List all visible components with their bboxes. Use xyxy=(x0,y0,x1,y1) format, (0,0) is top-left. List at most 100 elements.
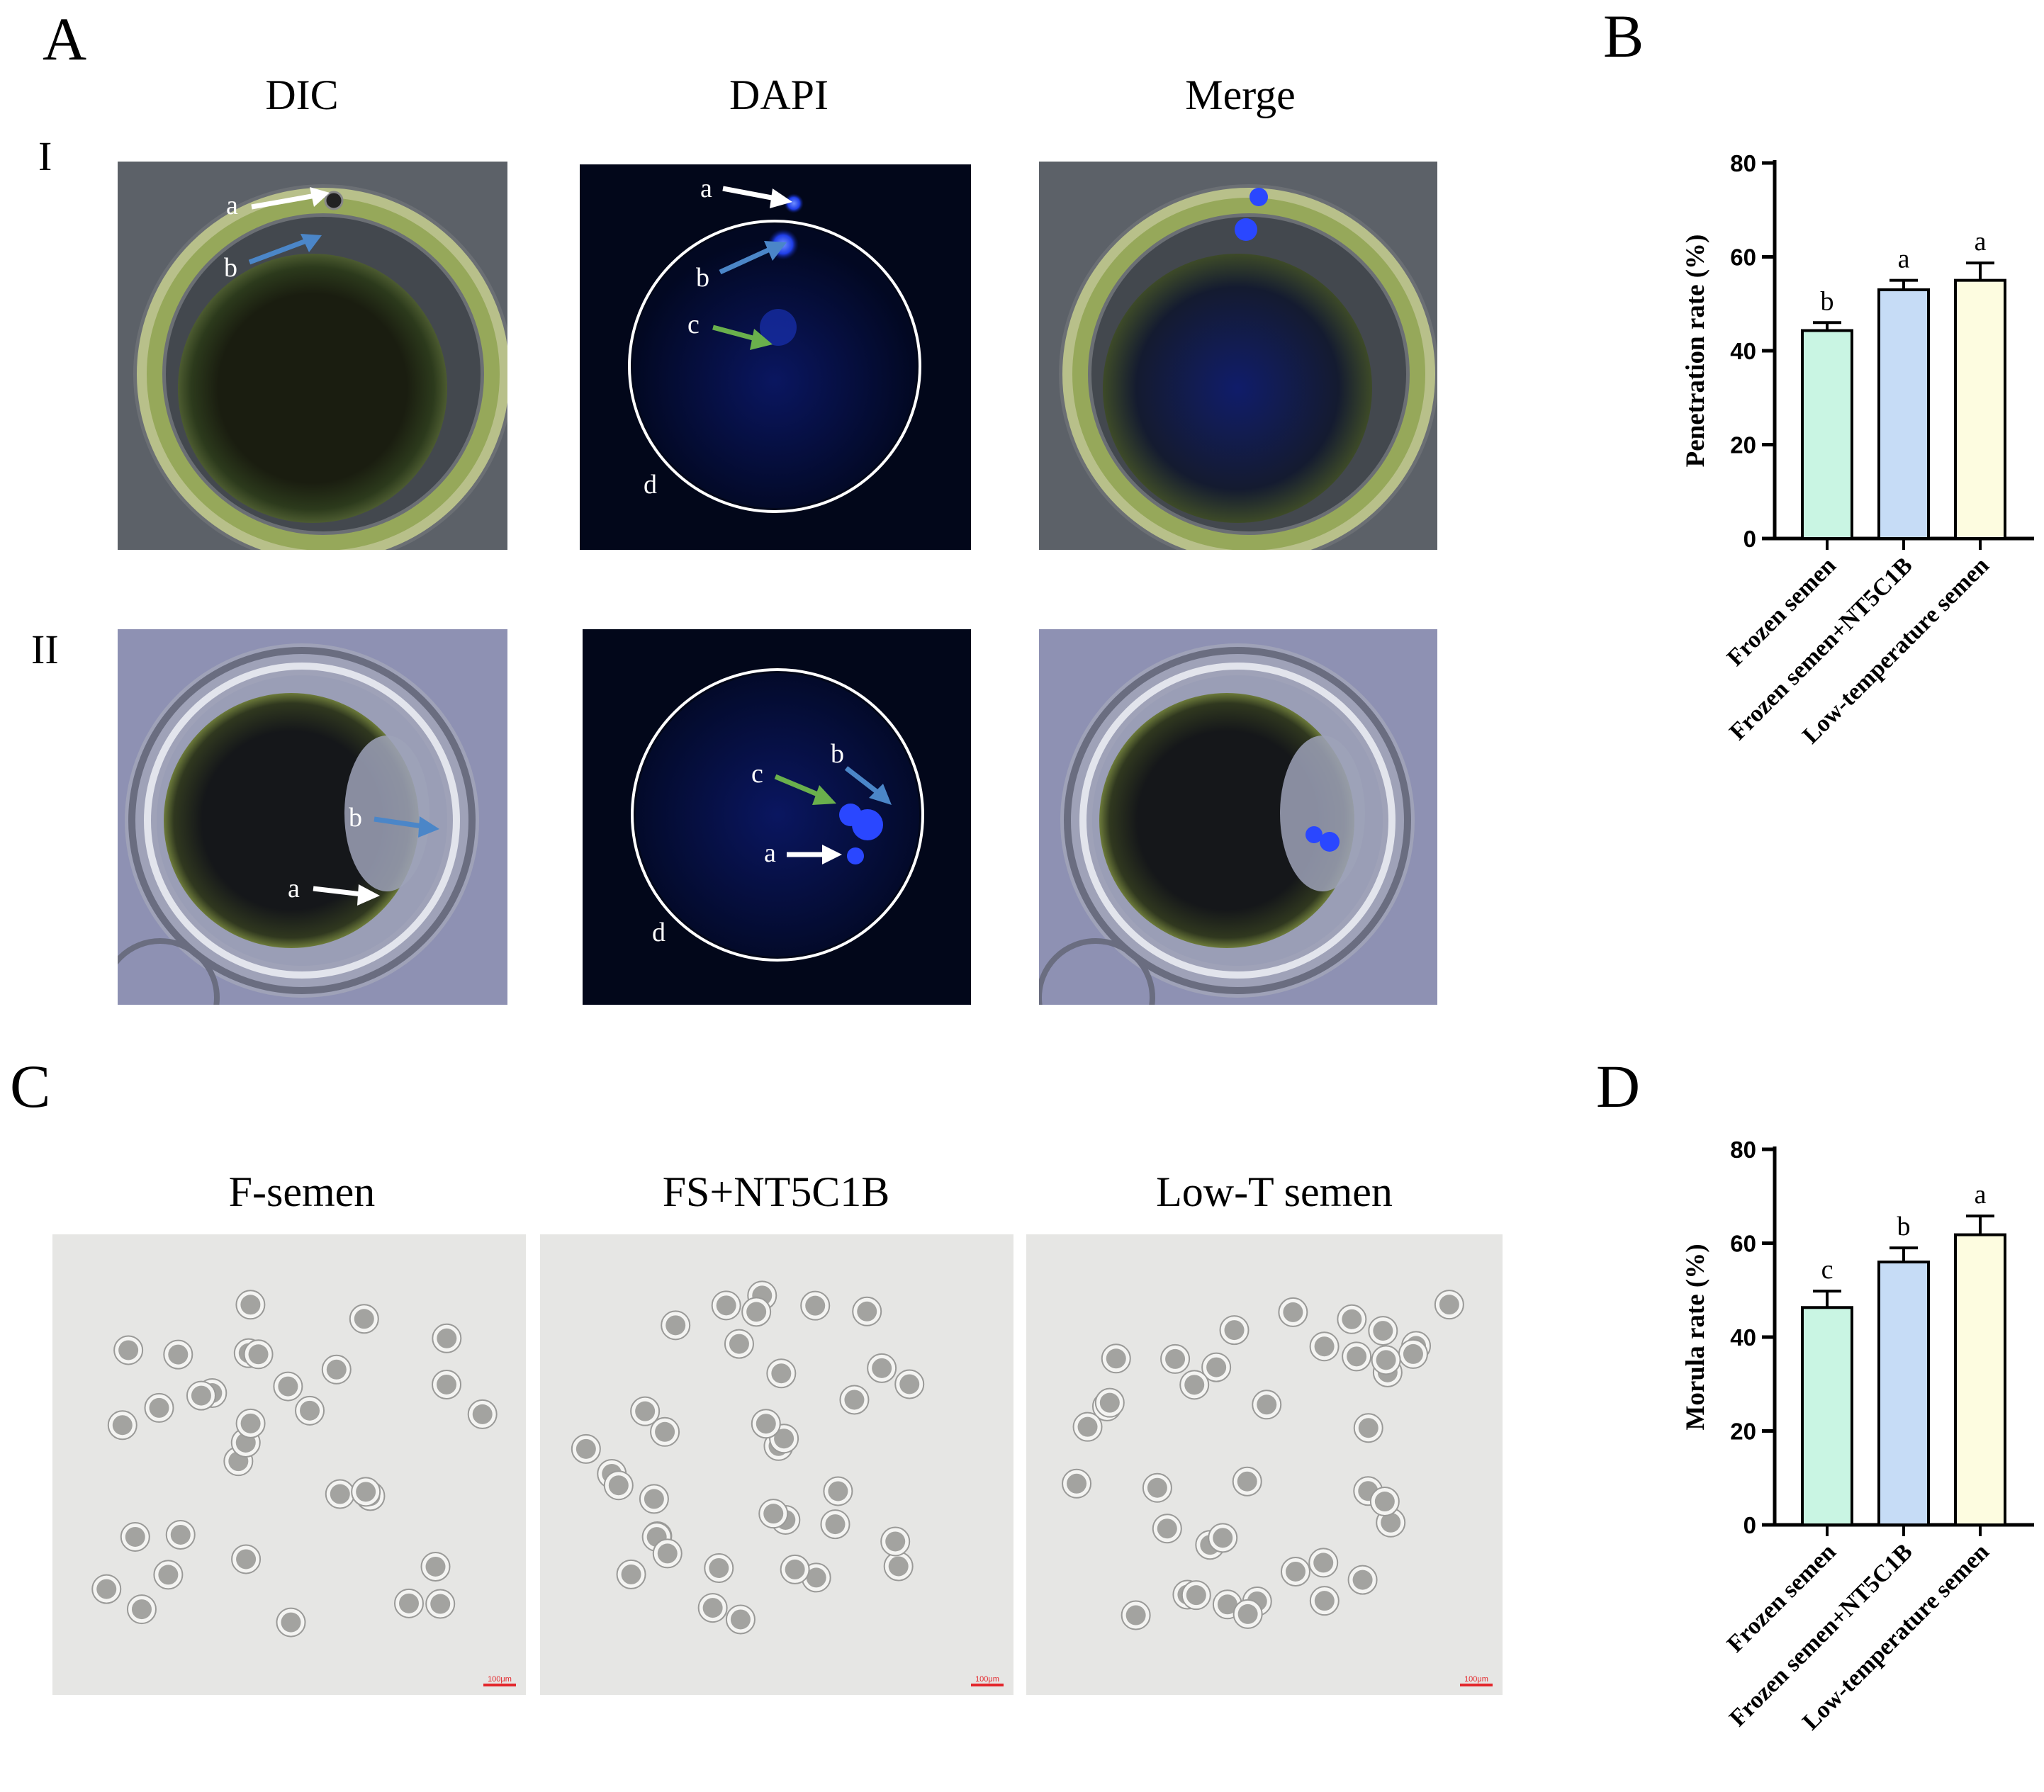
column-title-dapi: DAPI xyxy=(729,72,829,118)
embryo xyxy=(603,1470,634,1501)
embryo xyxy=(711,1290,741,1321)
annotation-d-row1-dapi: d xyxy=(641,466,683,505)
embryo xyxy=(697,1593,728,1623)
annotation-a-row2-dapi: a xyxy=(761,835,853,881)
svg-text:b: b xyxy=(349,803,362,833)
svg-text:b: b xyxy=(224,253,237,283)
embryo xyxy=(107,1410,137,1441)
embryo xyxy=(1252,1390,1282,1420)
embryo xyxy=(652,1538,683,1569)
svg-text:b: b xyxy=(696,263,709,291)
embryo xyxy=(235,1290,266,1320)
scale-bar-low-t-semen: 100μm xyxy=(1460,1675,1493,1686)
embryo xyxy=(432,1369,462,1399)
penetration-tick-label: 0 xyxy=(1743,526,1756,552)
annotation-b-row1-dapi: b xyxy=(693,234,807,294)
annotation-c-row2-dapi: c xyxy=(748,754,855,814)
embryo-image-f-semen: 100μm xyxy=(52,1234,526,1695)
embryo xyxy=(725,1604,756,1635)
embryo xyxy=(741,1297,772,1327)
micrograph-row1-merge xyxy=(1039,162,1437,550)
micrograph-row2-dapi xyxy=(583,629,971,1005)
column-title-f-semen: F-semen xyxy=(228,1168,376,1215)
embryo xyxy=(571,1433,601,1464)
embryo xyxy=(1160,1343,1191,1374)
embryo-image-fs-nt5c1b: 100μm xyxy=(540,1234,1013,1695)
annotation-c-row1-dapi: c xyxy=(685,309,798,362)
embryo xyxy=(800,1290,831,1321)
embryo xyxy=(1232,1466,1262,1497)
penetration-bar xyxy=(1877,288,1930,540)
embryo xyxy=(1398,1339,1428,1369)
annotation-a-row1-dapi: a xyxy=(697,170,811,216)
embryo xyxy=(432,1323,462,1353)
embryo xyxy=(823,1476,853,1506)
penetration-bar xyxy=(1954,278,2006,540)
embryo xyxy=(1369,1487,1400,1517)
morula-tick-label: 60 xyxy=(1730,1231,1756,1257)
penetration-tick-label: 80 xyxy=(1730,150,1756,176)
panel-label-c: C xyxy=(10,1052,51,1120)
penetration-significance-label: b xyxy=(1821,286,1834,316)
embryo xyxy=(1371,1345,1401,1375)
embryo xyxy=(231,1544,262,1574)
svg-text:d: d xyxy=(644,470,657,500)
column-title-dic: DIC xyxy=(265,72,339,118)
embryo xyxy=(839,1385,870,1415)
embryo xyxy=(113,1335,144,1365)
svg-text:b: b xyxy=(831,739,844,769)
penetration-significance-label: a xyxy=(1898,244,1910,274)
penetration-tick-label: 40 xyxy=(1730,338,1756,364)
morula-tick-label: 80 xyxy=(1730,1137,1756,1163)
embryo xyxy=(867,1353,897,1383)
embryo xyxy=(1434,1290,1464,1320)
embryo xyxy=(1101,1343,1131,1374)
embryo-image-low-t-semen: 100μm xyxy=(1026,1234,1503,1695)
embryo xyxy=(91,1574,122,1604)
embryo xyxy=(273,1371,303,1402)
embryo xyxy=(325,1479,355,1509)
column-title-low-t-semen: Low-T semen xyxy=(1156,1168,1393,1215)
penetration-tick-label: 20 xyxy=(1730,432,1756,458)
embryo xyxy=(295,1395,325,1426)
svg-text:d: d xyxy=(652,918,666,947)
embryo xyxy=(1072,1411,1103,1442)
annotation-b-row2-dic: b xyxy=(346,799,459,845)
micrograph-row2-dic xyxy=(118,629,507,1005)
embryo xyxy=(1208,1523,1238,1553)
embryo xyxy=(1062,1468,1092,1499)
embryo xyxy=(321,1354,352,1385)
morula-bar xyxy=(1801,1306,1853,1526)
embryo xyxy=(393,1588,424,1618)
embryo xyxy=(751,1409,781,1439)
morula-significance-label: c xyxy=(1821,1255,1834,1285)
annotation-a-row1-dic: a xyxy=(223,186,337,225)
embryo xyxy=(1181,1580,1211,1611)
chart-morula-rate: 0 20 40 60 80 Morula rate (%) c Frozen semen b Fr… xyxy=(1658,1107,2041,1788)
column-title-merge: Merge xyxy=(1185,72,1296,118)
embryo xyxy=(349,1304,379,1334)
embryo xyxy=(1353,1413,1383,1443)
embryo xyxy=(630,1396,661,1426)
panel-label-d: D xyxy=(1596,1052,1641,1120)
embryo xyxy=(276,1607,306,1638)
morula-significance-label: b xyxy=(1897,1212,1911,1241)
svg-text:a: a xyxy=(288,874,300,903)
embryo xyxy=(724,1329,754,1359)
embryo xyxy=(186,1380,216,1411)
morula-bar xyxy=(1954,1233,2006,1526)
embryo xyxy=(153,1560,184,1590)
annotation-b-row2-dapi: b xyxy=(828,737,913,818)
embryo xyxy=(1280,1556,1310,1587)
micrograph-row1-dapi xyxy=(580,164,971,550)
embryo xyxy=(243,1339,274,1370)
embryo xyxy=(1201,1352,1232,1382)
panel-label-b: B xyxy=(1603,2,1644,70)
embryo xyxy=(1342,1341,1372,1372)
embryo xyxy=(704,1552,734,1583)
svg-text:c: c xyxy=(751,759,763,789)
row-label-ii: II xyxy=(31,626,59,672)
annotation-d-row2-dapi: d xyxy=(649,914,692,953)
embryo xyxy=(1309,1586,1340,1616)
embryo xyxy=(1094,1387,1125,1418)
